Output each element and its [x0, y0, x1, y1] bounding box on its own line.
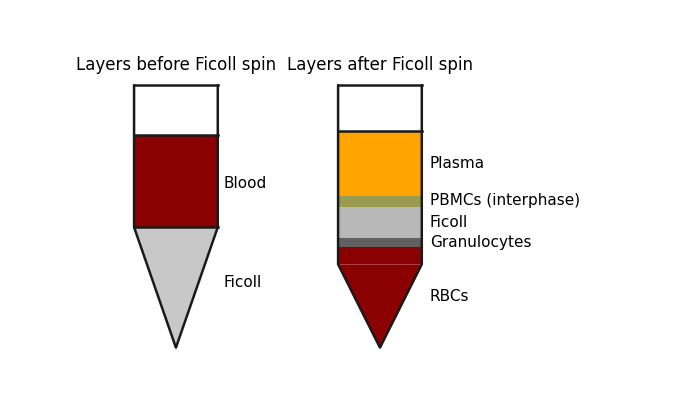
Polygon shape: [134, 227, 218, 348]
Text: Ficoll: Ficoll: [429, 215, 468, 230]
Bar: [338, 247, 422, 264]
Bar: [338, 238, 422, 247]
Text: RBCs: RBCs: [429, 289, 469, 304]
Text: Layers after Ficoll spin: Layers after Ficoll spin: [287, 56, 473, 74]
Text: Plasma: Plasma: [429, 156, 485, 171]
Bar: [134, 135, 218, 227]
Polygon shape: [338, 264, 422, 348]
Text: Layers before Ficoll spin: Layers before Ficoll spin: [76, 56, 276, 74]
Bar: [134, 85, 218, 135]
Bar: [338, 85, 422, 132]
Text: Granulocytes: Granulocytes: [429, 235, 531, 250]
Text: Ficoll: Ficoll: [223, 275, 261, 290]
Text: PBMCs (interphase): PBMCs (interphase): [429, 193, 580, 209]
Text: Blood: Blood: [223, 176, 266, 192]
Bar: [338, 207, 422, 238]
Bar: [338, 196, 422, 207]
Bar: [338, 132, 422, 196]
